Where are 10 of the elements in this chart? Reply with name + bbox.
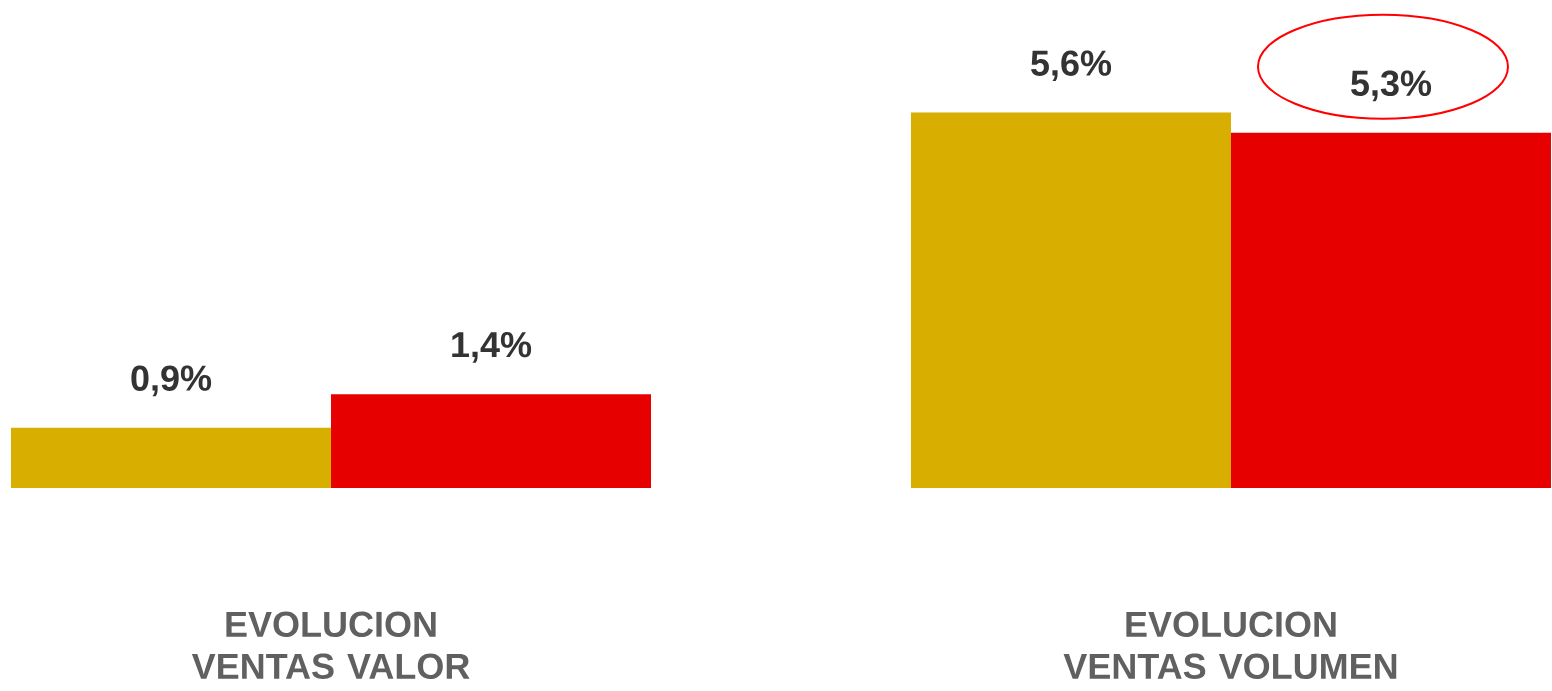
data-label: 0,9%: [131, 365, 212, 397]
bar: [11, 427, 332, 488]
data-label: 5,6%: [1031, 50, 1112, 82]
x-tick-label: EVOLUCION VENTAS VALOR: [191, 611, 470, 680]
bar: [1230, 132, 1551, 488]
x-tick-label: EVOLUCION VENTAS VOLUMEN: [1063, 611, 1397, 680]
data-label: 1,4%: [452, 332, 532, 363]
data-label: 5,3%: [1351, 70, 1432, 102]
bar: [331, 394, 652, 488]
bar: [910, 112, 1231, 488]
